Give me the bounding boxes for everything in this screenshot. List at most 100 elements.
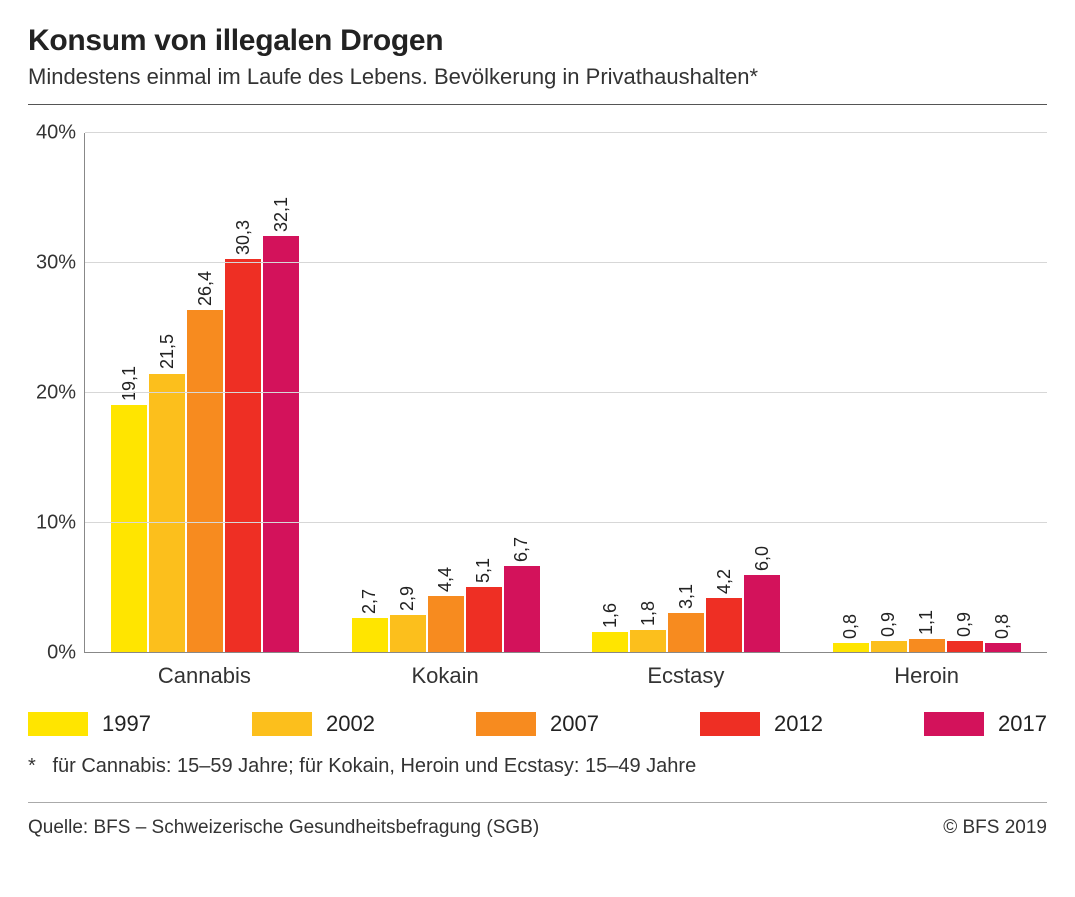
bar — [390, 615, 426, 653]
bar-column: 5,1 — [466, 133, 502, 653]
footnote-text: für Cannabis: 15–59 Jahre; für Kokain, H… — [52, 755, 696, 777]
y-axis: 0%10%20%30%40% — [28, 133, 84, 653]
y-tick-label: 40% — [36, 122, 76, 145]
legend-swatch — [476, 712, 536, 736]
plot-area: 19,121,526,430,332,12,72,94,45,16,71,61,… — [84, 133, 1047, 653]
bar — [149, 374, 185, 654]
bar — [909, 639, 945, 653]
bar — [352, 618, 388, 653]
bar-column: 2,7 — [352, 133, 388, 653]
bar-value-label: 0,9 — [954, 612, 975, 637]
bar-column: 19,1 — [111, 133, 147, 653]
legend-label: 1997 — [102, 711, 151, 737]
bar — [706, 598, 742, 653]
y-tick-label: 0% — [47, 642, 76, 665]
bar — [225, 259, 261, 653]
bar-column: 3,1 — [668, 133, 704, 653]
footnote: * für Cannabis: 15–59 Jahre; für Kokain,… — [28, 755, 1047, 778]
bar — [428, 596, 464, 653]
chart-title: Konsum von illegalen Drogen — [28, 24, 1047, 58]
bar-column: 0,9 — [947, 133, 983, 653]
bar-value-label: 19,1 — [119, 366, 140, 401]
bar-value-label: 21,5 — [157, 334, 178, 369]
bar-value-label: 3,1 — [676, 584, 697, 609]
bar-group: 2,7 2,9 4,4 5,1 6,7 — [326, 133, 567, 653]
bar — [263, 236, 299, 653]
bar-value-label: 32,1 — [271, 197, 292, 232]
bar-group: 19,1 21,5 26,4 30,3 32,1 — [85, 133, 326, 653]
bar-column: 1,6 — [592, 133, 628, 653]
legend-label: 2017 — [998, 711, 1047, 737]
bar-column: 32,1 — [263, 133, 299, 653]
legend-label: 2002 — [326, 711, 375, 737]
legend-swatch — [924, 712, 984, 736]
legend-label: 2007 — [550, 711, 599, 737]
bar — [187, 310, 223, 653]
bar-value-label: 4,4 — [435, 567, 456, 592]
x-category-label: Cannabis — [84, 663, 325, 689]
bar — [668, 613, 704, 653]
bar-column: 0,8 — [985, 133, 1021, 653]
bar-value-label: 4,2 — [714, 569, 735, 594]
legend: 1997 2002 2007 2012 2017 — [28, 711, 1047, 737]
x-category-label: Kokain — [325, 663, 566, 689]
bar-value-label: 5,1 — [473, 558, 494, 583]
bar — [111, 405, 147, 653]
legend-item: 2017 — [924, 711, 1047, 737]
legend-item: 1997 — [28, 711, 151, 737]
bar-value-label: 0,9 — [878, 612, 899, 637]
bar-value-label: 6,7 — [511, 537, 532, 562]
legend-swatch — [252, 712, 312, 736]
bar-value-label: 1,6 — [600, 603, 621, 628]
footer: Quelle: BFS – Schweizerische Gesundheits… — [28, 817, 1047, 839]
bar-column: 0,9 — [871, 133, 907, 653]
bar-column: 6,0 — [744, 133, 780, 653]
x-category-label: Ecstasy — [566, 663, 807, 689]
bar-column: 4,2 — [706, 133, 742, 653]
x-category-label: Heroin — [806, 663, 1047, 689]
legend-label: 2012 — [774, 711, 823, 737]
bar-column: 26,4 — [187, 133, 223, 653]
bar-column: 4,4 — [428, 133, 464, 653]
copyright-label: © BFS 2019 — [943, 817, 1047, 839]
bar-column: 6,7 — [504, 133, 540, 653]
x-axis-labels: CannabisKokainEcstasyHeroin — [84, 663, 1047, 689]
bar — [744, 575, 780, 653]
source-label: Quelle: BFS – Schweizerische Gesundheits… — [28, 817, 539, 839]
bar-column: 21,5 — [149, 133, 185, 653]
bar-value-label: 26,4 — [195, 271, 216, 306]
bar-column: 30,3 — [225, 133, 261, 653]
bar-column: 1,8 — [630, 133, 666, 653]
bar-value-label: 0,8 — [992, 614, 1013, 639]
legend-swatch — [28, 712, 88, 736]
bar-value-label: 0,8 — [840, 614, 861, 639]
y-tick-label: 30% — [36, 252, 76, 275]
footnote-marker: * — [28, 755, 36, 777]
bar-group: 0,8 0,9 1,1 0,9 0,8 — [807, 133, 1048, 653]
bar-value-label: 30,3 — [233, 220, 254, 255]
bar-value-label: 2,7 — [359, 589, 380, 614]
bar-groups: 19,121,526,430,332,12,72,94,45,16,71,61,… — [85, 133, 1047, 653]
grid-line — [85, 262, 1047, 263]
bar-column: 0,8 — [833, 133, 869, 653]
y-tick-label: 10% — [36, 512, 76, 535]
bar-group: 1,6 1,8 3,1 4,2 6,0 — [566, 133, 807, 653]
legend-item: 2002 — [252, 711, 375, 737]
bar-column: 2,9 — [390, 133, 426, 653]
grid-line — [85, 522, 1047, 523]
bar-value-label: 6,0 — [752, 546, 773, 571]
y-tick-label: 20% — [36, 382, 76, 405]
chart-area: 0%10%20%30%40% 19,121,526,430,332,12,72,… — [28, 133, 1047, 653]
divider-top — [28, 104, 1047, 105]
divider-bottom — [28, 802, 1047, 803]
bar-column: 1,1 — [909, 133, 945, 653]
bar — [630, 630, 666, 653]
bar-value-label: 1,8 — [638, 601, 659, 626]
grid-line — [85, 652, 1047, 653]
grid-line — [85, 392, 1047, 393]
legend-swatch — [700, 712, 760, 736]
grid-line — [85, 132, 1047, 133]
bar — [466, 587, 502, 653]
bar-value-label: 1,1 — [916, 610, 937, 635]
chart-subtitle: Mindestens einmal im Laufe des Lebens. B… — [28, 64, 1047, 90]
